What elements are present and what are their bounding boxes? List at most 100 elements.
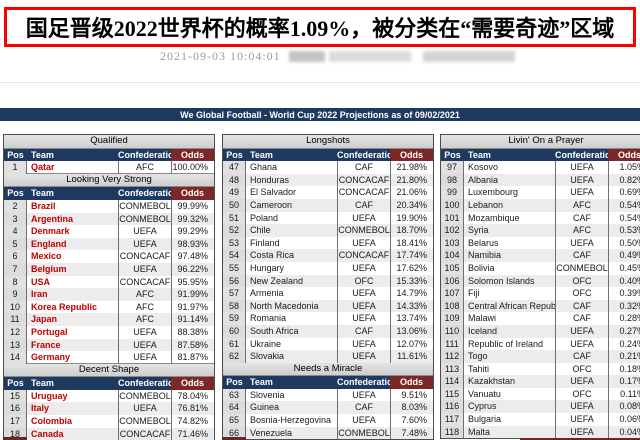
- cell-conf: UEFA: [118, 351, 171, 364]
- table-row: 3 Argentina CONMEBOL 99.32%: [4, 212, 214, 226]
- cell-conf: UEFA: [555, 324, 608, 338]
- cell-team: Colombia: [31, 416, 73, 427]
- column-header-row: PosTeamConfederationOdds: [441, 148, 640, 162]
- column-header-odds: Odds: [171, 148, 214, 162]
- cell-conf: CAF: [337, 161, 390, 174]
- cell-odds: 96.22%: [171, 262, 214, 276]
- cell-team: New Zealand: [246, 274, 337, 288]
- column-header-row: PosTeamConfederationOdds: [223, 148, 433, 162]
- cell-pos: 99: [441, 186, 464, 199]
- cell-odds: 99.99%: [171, 199, 214, 213]
- column-header-conf: Confederation: [118, 148, 171, 162]
- cell-pos: 106: [441, 274, 464, 288]
- cell-team: Namibia: [464, 249, 555, 262]
- cell-odds: 81.87%: [171, 351, 214, 364]
- cell-pos: 5: [4, 237, 27, 251]
- cell-conf: OFC: [555, 287, 608, 300]
- column-header-team: Team: [27, 377, 118, 390]
- cell-conf: UEFA: [118, 338, 171, 352]
- cell-odds: 99.32%: [171, 212, 214, 226]
- cell-odds: 95.95%: [171, 275, 214, 289]
- cell-team: North Macedonia: [246, 299, 337, 313]
- cell-odds: 0.27%: [608, 324, 640, 338]
- cell-pos: 60: [223, 324, 246, 338]
- cell-odds: 91.14%: [171, 313, 214, 326]
- table-row: 63 Slovenia UEFA 9.51%: [223, 388, 433, 402]
- cell-conf: UEFA: [337, 312, 390, 325]
- cell-pos: 103: [441, 236, 464, 250]
- cell-odds: 91.99%: [171, 288, 214, 301]
- cell-conf: UEFA: [555, 337, 608, 351]
- next-row-cutoff: [222, 437, 246, 440]
- column-header-row: PosTeamConfederationOdds: [4, 148, 214, 162]
- cell-conf: OFC: [555, 387, 608, 401]
- cell-team: Iceland: [464, 324, 555, 338]
- cell-pos: 61: [223, 337, 246, 351]
- cell-conf: CONCACAF: [337, 173, 390, 187]
- cell-odds: 99.29%: [171, 225, 214, 238]
- cell-pos: 18: [4, 427, 27, 440]
- column-header-team: Team: [27, 148, 118, 162]
- cell-odds: 20.34%: [390, 198, 433, 212]
- table-row: 6 Mexico CONCACAF 97.48%: [4, 250, 214, 263]
- cell-odds: 19.90%: [390, 211, 433, 225]
- cell-odds: 0.53%: [608, 224, 640, 237]
- table-row: 48 Honduras CONCACAF 21.80%: [223, 173, 433, 187]
- cell-team: South Africa: [246, 324, 337, 338]
- table-row: 11 Japan AFC 91.14%: [4, 313, 214, 326]
- table-row: 16 Italy UEFA 76.81%: [4, 402, 214, 416]
- cell-conf: CAF: [555, 249, 608, 262]
- table-row: 14 Germany UEFA 81.87%: [4, 351, 214, 364]
- table-row: 13 France UEFA 87.58%: [4, 338, 214, 352]
- cell-team: Brazil: [31, 200, 56, 211]
- cell-team: Korea Republic: [31, 301, 98, 312]
- cell-team: Italy: [27, 402, 118, 416]
- cell-pos: 16: [4, 402, 27, 416]
- cell-conf: UEFA: [337, 211, 390, 225]
- cell-team: Bolivia: [468, 262, 495, 273]
- cell-team: El Salvador: [250, 187, 297, 198]
- cell-pos: 113: [441, 362, 464, 376]
- table-row: 66 Venezuela CONMEBOL 7.48%: [223, 426, 433, 440]
- cell-team: Bulgaria: [468, 414, 502, 425]
- cell-odds: 76.81%: [171, 402, 214, 416]
- table-row: 54 Costa Rica CONCACAF 17.74%: [223, 249, 433, 262]
- cell-conf: CAF: [337, 324, 390, 338]
- cell-conf: UEFA: [337, 261, 390, 275]
- cell-conf: CONMEBOL: [337, 224, 390, 237]
- table-row: 9 Iran AFC 91.99%: [4, 288, 214, 301]
- section-header: Livin' On a Prayer: [441, 135, 640, 149]
- cell-odds: 98.93%: [171, 237, 214, 251]
- redacted-author-text: [422, 50, 515, 62]
- cell-pos: 98: [441, 173, 464, 187]
- cell-conf: AFC: [555, 224, 608, 237]
- cell-conf: AFC: [118, 288, 171, 301]
- cell-pos: 104: [441, 249, 464, 262]
- cell-conf: CAF: [555, 211, 608, 225]
- cell-pos: 110: [441, 324, 464, 338]
- cell-odds: 0.54%: [608, 198, 640, 212]
- cell-odds: 18.41%: [390, 236, 433, 250]
- cell-pos: 55: [223, 261, 246, 275]
- cell-conf: UEFA: [337, 414, 390, 427]
- table-title: We Global Football - World Cup 2022 Proj…: [180, 109, 460, 120]
- table-row: 8 USA CONCACAF 95.95%: [4, 275, 214, 289]
- table-row: 60 South Africa CAF 13.06%: [223, 324, 433, 338]
- cell-team: Uruguay: [31, 390, 68, 401]
- cell-team: Mexico: [31, 251, 62, 262]
- cell-pos: 14: [4, 351, 27, 364]
- cell-pos: 50: [223, 198, 246, 212]
- cell-conf: CONCACAF: [337, 186, 390, 199]
- cell-team: Fiji: [468, 288, 480, 299]
- table-row: 57 Armenia UEFA 14.79%: [223, 287, 433, 300]
- cell-odds: 0.39%: [608, 287, 640, 300]
- cell-team: Solomon Islands: [464, 274, 555, 288]
- cell-odds: 0.11%: [608, 387, 640, 401]
- cell-conf: CAF: [555, 312, 608, 325]
- cell-pos: 9: [4, 288, 27, 301]
- cell-odds: 7.60%: [390, 414, 433, 427]
- cell-team: Armenia: [250, 288, 284, 299]
- cell-team: Tahiti: [468, 363, 490, 374]
- cell-odds: 0.08%: [608, 400, 640, 414]
- cell-odds: 0.17%: [608, 375, 640, 388]
